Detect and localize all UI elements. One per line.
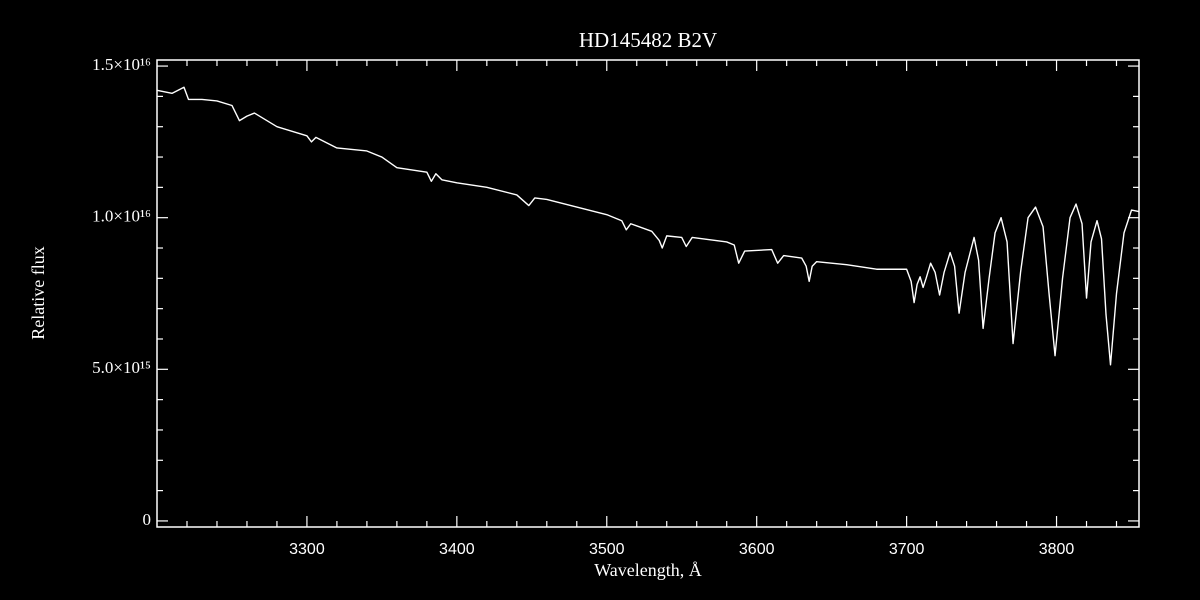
spectrum-line (156, 86, 1140, 366)
y-tick-label: 0 (143, 510, 152, 529)
plot-frame (156, 59, 1140, 528)
x-tick-label: 3700 (889, 541, 925, 558)
x-tick-label: 3500 (589, 541, 625, 558)
chart-title: HD145482 B2V (579, 28, 717, 52)
y-axis-label: Relative flux (28, 246, 48, 339)
x-tick-label: 3300 (289, 541, 325, 558)
y-tick-label: 1.5×10¹⁶ (92, 55, 151, 74)
x-tick-label: 3400 (439, 541, 475, 558)
y-tick-label: 1.0×10¹⁶ (92, 207, 151, 226)
x-tick-label: 3800 (1039, 541, 1075, 558)
x-axis-label: Wavelength, Å (594, 560, 702, 580)
x-tick-label: 3600 (739, 541, 775, 558)
y-tick-label: 5.0×10¹⁵ (92, 358, 151, 377)
